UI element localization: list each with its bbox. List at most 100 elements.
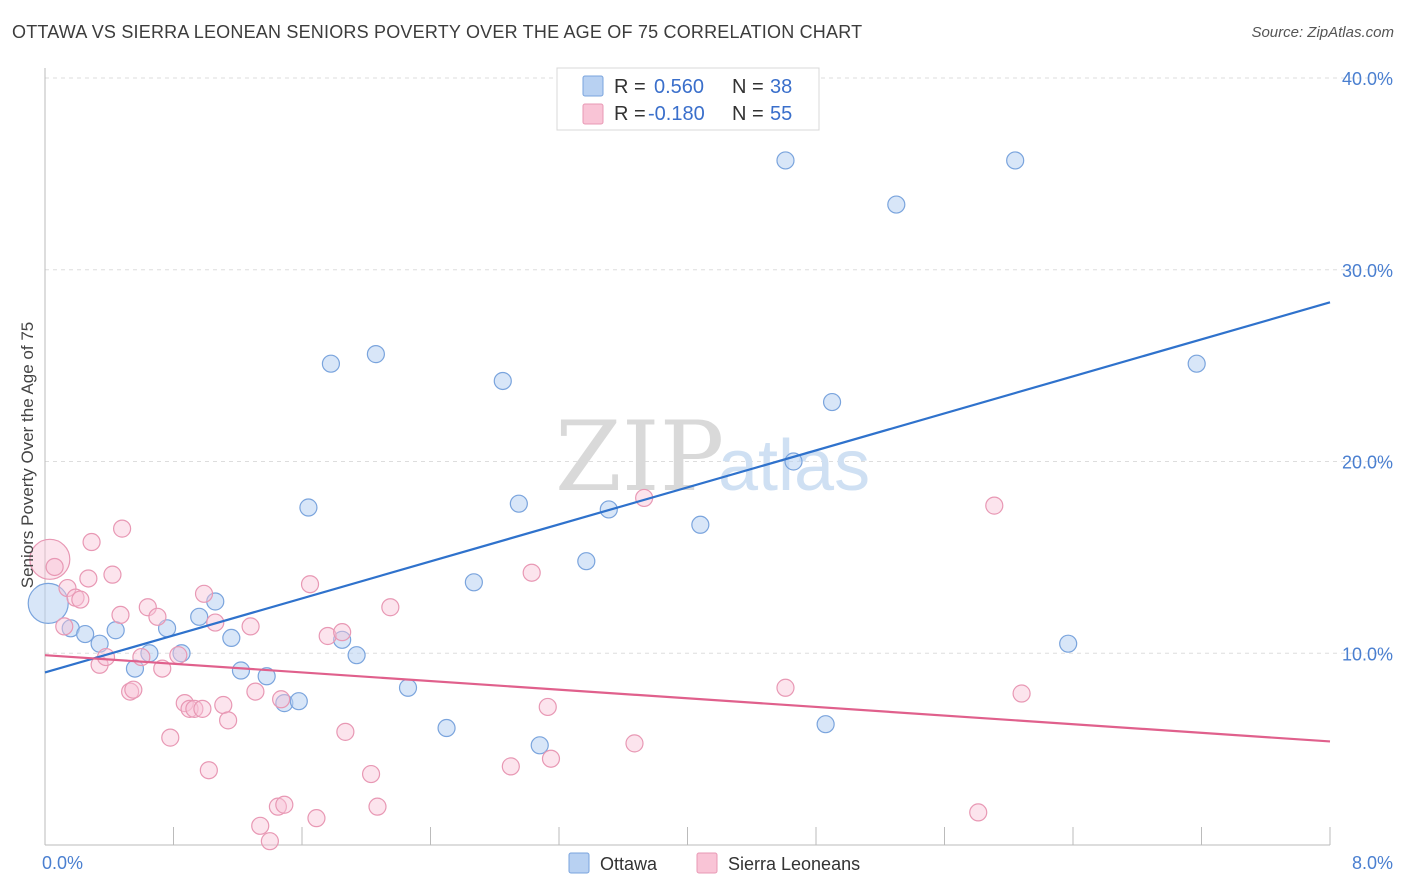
point-sierra-30	[241, 617, 260, 636]
point-ottawa-9	[190, 607, 209, 626]
point-sierra-14	[124, 680, 143, 699]
legend-swatch-ottawa	[582, 75, 604, 97]
legend-r-label-ottawa: R =	[614, 76, 646, 98]
legend-n-label-sierra: N =	[732, 103, 764, 125]
point-sierra-28	[214, 695, 233, 715]
y-tick-label-1: 20.0%	[1342, 453, 1393, 473]
point-sierra-21	[175, 694, 194, 713]
point-ottawa-30	[776, 151, 795, 170]
point-ottawa-20	[366, 345, 385, 364]
point-sierra-6	[79, 569, 98, 588]
point-sierra-45	[501, 757, 520, 776]
legend-r-value-sierra: -0.180	[648, 103, 705, 125]
series-legend: Ottawa Sierra Leoneans	[568, 852, 860, 874]
point-ottawa-33	[822, 392, 842, 412]
point-ottawa-15	[289, 692, 308, 711]
point-ottawa-36	[1059, 634, 1078, 653]
point-ottawa-26	[530, 736, 549, 755]
legend-r-value-ottawa: 0.560	[654, 76, 704, 98]
y-tick-label-2: 30.0%	[1342, 261, 1393, 281]
correlation-legend: R = 0.560 N = 38 R = -0.180 N = 55	[556, 67, 820, 131]
series-sierra-points	[29, 488, 1031, 851]
point-sierra-33	[260, 832, 279, 851]
point-sierra-31	[246, 682, 265, 701]
point-sierra-32	[251, 816, 270, 835]
point-sierra-41	[336, 722, 355, 741]
axes	[44, 68, 1331, 846]
point-sierra-29	[219, 711, 238, 730]
point-sierra-35	[272, 690, 291, 709]
tick-labels: 10.0% 20.0% 30.0% 40.0% 0.0% 8.0%	[42, 69, 1393, 873]
point-ottawa-18	[333, 630, 352, 649]
point-ottawa-37	[1187, 354, 1206, 373]
point-ottawa-0	[27, 582, 69, 624]
legend-n-value-ottawa: 38	[770, 76, 792, 98]
point-sierra-40	[333, 623, 352, 642]
point-sierra-26	[199, 761, 218, 780]
point-sierra-47	[538, 697, 557, 717]
point-sierra-7	[82, 532, 101, 552]
point-sierra-39	[318, 626, 337, 646]
point-ottawa-11	[222, 628, 241, 648]
point-ottawa-12	[231, 661, 251, 680]
point-sierra-2	[55, 617, 74, 636]
point-sierra-24	[193, 699, 212, 718]
watermark: ZIP atlas	[555, 401, 870, 513]
point-ottawa-17	[321, 354, 341, 373]
trend-lines	[44, 301, 1331, 743]
trend-line-sierra	[44, 654, 1331, 743]
point-ottawa-35	[1006, 151, 1025, 170]
chart-source: Source: ZipAtlas.com	[1251, 24, 1394, 41]
point-sierra-19	[161, 728, 180, 747]
point-sierra-11	[111, 605, 130, 625]
point-sierra-17	[148, 607, 167, 626]
bottom-legend-swatch-sierra	[696, 852, 718, 874]
y-axis-label: Seniors Poverty Over the Age of 75	[18, 322, 37, 588]
point-sierra-54	[1012, 684, 1031, 703]
legend-n-label-ottawa: N =	[732, 76, 764, 98]
point-sierra-46	[522, 563, 541, 582]
point-ottawa-23	[464, 573, 483, 592]
point-ottawa-27	[577, 552, 596, 571]
point-sierra-10	[103, 565, 122, 584]
point-sierra-44	[381, 598, 400, 617]
point-sierra-53	[985, 496, 1004, 515]
point-ottawa-5	[125, 659, 145, 678]
y-tick-label-0: 10.0%	[1342, 644, 1393, 664]
point-ottawa-32	[816, 715, 835, 734]
point-sierra-38	[307, 809, 326, 828]
point-sierra-49	[625, 734, 644, 753]
watermark-zip: ZIP	[555, 401, 724, 513]
x-tick-label-0: 0.0%	[42, 853, 83, 873]
point-ottawa-34	[887, 195, 906, 214]
legend-swatch-sierra	[582, 103, 604, 125]
point-sierra-5	[71, 590, 90, 609]
point-sierra-34	[268, 797, 288, 816]
x-tick-label-1: 8.0%	[1352, 853, 1393, 873]
point-ottawa-4	[106, 621, 125, 640]
bottom-legend-label-sierra: Sierra Leoneans	[728, 854, 860, 874]
chart-title: OTTAWA VS SIERRA LEONEAN SENIORS POVERTY…	[12, 22, 863, 42]
point-ottawa-24	[493, 371, 512, 391]
legend-n-value-sierra: 55	[770, 103, 792, 125]
point-sierra-36	[275, 795, 294, 814]
point-ottawa-16	[299, 498, 318, 517]
y-tick-label-3: 40.0%	[1342, 69, 1393, 89]
point-ottawa-25	[509, 494, 528, 513]
point-ottawa-29	[691, 515, 710, 534]
point-ottawa-8	[172, 644, 191, 663]
point-sierra-1	[45, 557, 64, 577]
point-sierra-25	[194, 584, 214, 603]
point-sierra-51	[776, 678, 795, 697]
point-ottawa-13	[257, 667, 276, 686]
point-sierra-12	[112, 519, 132, 538]
point-ottawa-19	[347, 646, 366, 665]
point-sierra-37	[300, 575, 320, 594]
point-sierra-48	[541, 749, 561, 768]
point-sierra-16	[138, 598, 157, 617]
point-sierra-42	[361, 764, 381, 784]
legend-r-label-sierra: R =	[614, 103, 646, 125]
point-sierra-43	[368, 797, 387, 816]
point-ottawa-22	[437, 718, 456, 738]
